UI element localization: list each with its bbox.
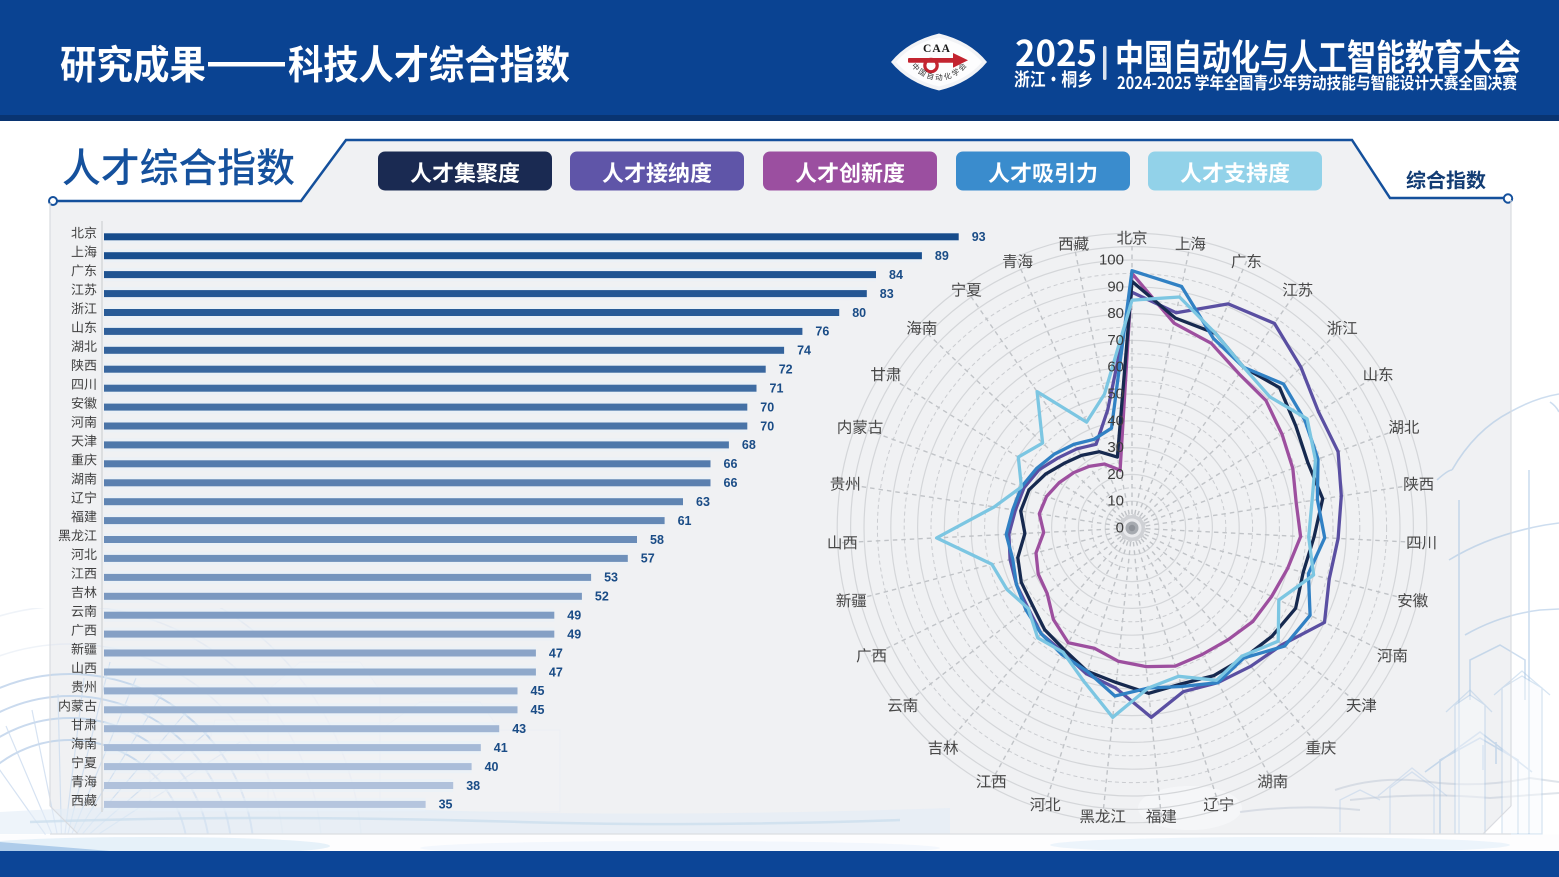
- svg-text:43: 43: [512, 722, 526, 736]
- svg-text:40: 40: [485, 760, 499, 774]
- svg-text:89: 89: [935, 249, 949, 263]
- svg-text:0: 0: [1116, 520, 1124, 537]
- svg-text:80: 80: [1107, 305, 1124, 322]
- svg-text:66: 66: [724, 476, 738, 490]
- svg-text:50: 50: [1107, 386, 1124, 403]
- svg-text:10: 10: [1107, 493, 1124, 510]
- svg-text:70: 70: [760, 400, 774, 414]
- svg-text:35: 35: [439, 798, 453, 812]
- svg-text:20: 20: [1107, 466, 1124, 483]
- svg-text:63: 63: [696, 495, 710, 509]
- svg-text:93: 93: [972, 230, 986, 244]
- svg-text:83: 83: [880, 287, 894, 301]
- svg-text:40: 40: [1107, 412, 1124, 429]
- svg-text:53: 53: [604, 571, 618, 585]
- svg-text:80: 80: [852, 306, 866, 320]
- svg-text:70: 70: [1107, 332, 1124, 349]
- svg-text:74: 74: [797, 344, 811, 358]
- svg-text:68: 68: [742, 438, 756, 452]
- svg-text:71: 71: [770, 382, 784, 396]
- svg-text:84: 84: [889, 268, 903, 282]
- svg-text:72: 72: [779, 363, 793, 377]
- svg-text:49: 49: [567, 627, 581, 641]
- svg-text:60: 60: [1107, 359, 1124, 376]
- svg-text:66: 66: [724, 457, 738, 471]
- svg-text:CAA: CAA: [923, 43, 951, 55]
- svg-text:45: 45: [531, 684, 545, 698]
- svg-text:38: 38: [466, 779, 480, 793]
- svg-text:100: 100: [1099, 252, 1124, 269]
- svg-text:47: 47: [549, 646, 563, 660]
- svg-text:90: 90: [1107, 278, 1124, 295]
- svg-text:52: 52: [595, 590, 609, 604]
- svg-text:41: 41: [494, 741, 508, 755]
- svg-text:57: 57: [641, 552, 655, 566]
- svg-text:61: 61: [678, 514, 692, 528]
- svg-text:45: 45: [531, 703, 545, 717]
- svg-text:58: 58: [650, 533, 664, 547]
- svg-text:47: 47: [549, 665, 563, 679]
- svg-text:49: 49: [567, 609, 581, 623]
- svg-text:30: 30: [1107, 439, 1124, 456]
- svg-text:76: 76: [815, 325, 829, 339]
- svg-text:70: 70: [760, 419, 774, 433]
